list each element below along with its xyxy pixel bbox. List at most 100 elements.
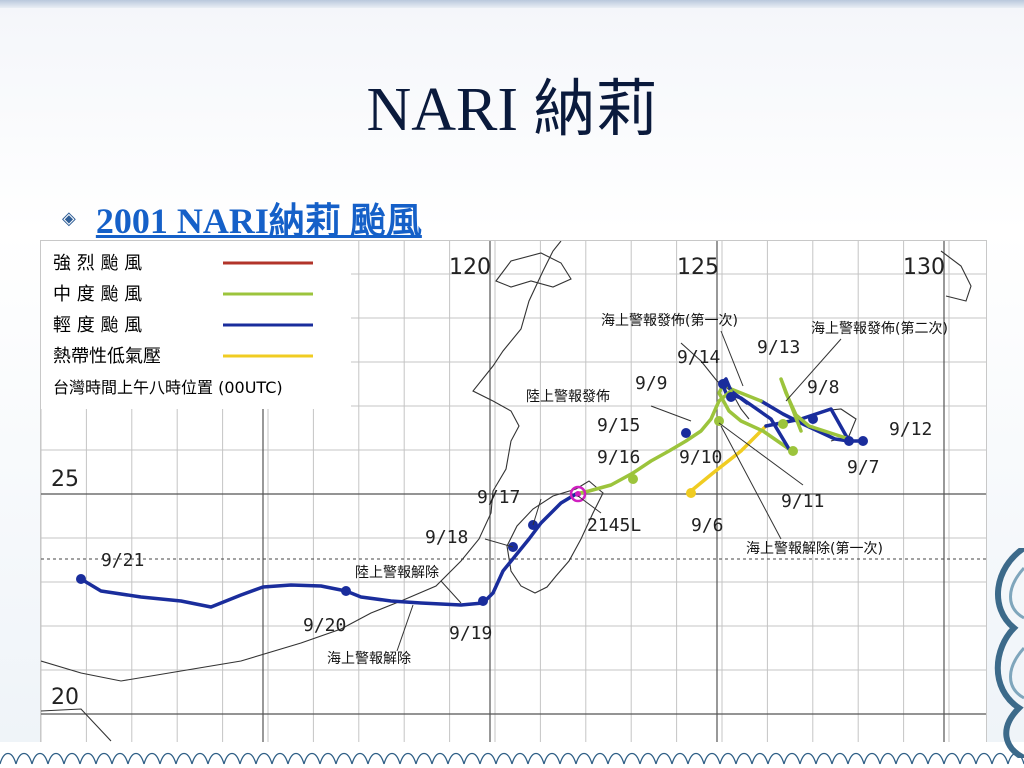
wave-crest: [47, 752, 65, 765]
wave-crest: [239, 752, 257, 765]
date-label-9-7: 9/7: [847, 457, 880, 478]
dot-9-12: [858, 436, 868, 446]
wave-crest: [687, 752, 705, 765]
wave-crest: [559, 752, 577, 765]
diamond-bullet-icon: ◈: [62, 207, 76, 229]
wave-crest: [735, 752, 753, 765]
coast-island-1: [495, 252, 572, 288]
dot-9-8: [808, 414, 818, 424]
dot-9-10: [714, 416, 724, 426]
wave-crest: [863, 752, 881, 765]
wave-crest: [159, 752, 177, 765]
wave-crest: [415, 752, 433, 765]
wave-crest: [63, 752, 81, 765]
landfall-time-label: 2145L: [587, 515, 641, 536]
date-label-9-20: 9/20: [303, 615, 346, 636]
wave-crest: [623, 752, 641, 765]
track-map-svg: 強 烈 颱 風 中 度 颱 風 輕 度 颱 風 熱帶性低氣壓 台灣時間上午八時位…: [41, 241, 986, 749]
wave-crest: [591, 752, 609, 765]
wave-crest: [911, 752, 929, 765]
wave-crest: [431, 752, 449, 765]
wave-crest: [831, 752, 849, 765]
lat-label-25: 25: [51, 467, 79, 492]
wave-crest: [79, 752, 97, 765]
wave-crest: [207, 752, 225, 765]
date-label-9-8: 9/8: [807, 377, 840, 398]
coast-japan: [940, 250, 972, 302]
wave-footer-decoration: [0, 742, 1024, 768]
wave-crest: [399, 752, 417, 765]
date-label-9-16: 9/16: [597, 447, 640, 468]
wave-crest: [847, 752, 865, 765]
wave-crest: [799, 752, 817, 765]
date-label-9-21: 9/21: [101, 550, 144, 571]
track-mild-west: [79, 577, 485, 609]
wave-crest: [815, 752, 833, 765]
wave-crest: [143, 752, 161, 765]
landfall-center: [575, 491, 581, 497]
dot-9-16: [628, 474, 638, 484]
wave-crest: [463, 752, 481, 765]
track-depression: [689, 424, 768, 493]
legend-note: 台灣時間上午八時位置 (00UTC): [53, 378, 283, 397]
wave-crest: [383, 752, 401, 765]
annotation-land-warning: 陸上警報發佈: [526, 388, 610, 405]
wave-crest: [543, 752, 561, 765]
date-label-9-19: 9/19: [449, 623, 492, 644]
date-label-9-17: 9/17: [477, 487, 520, 508]
wave-crest: [943, 752, 961, 765]
wave-crest: [511, 752, 529, 765]
wave-crest: [495, 752, 513, 765]
wave-crest: [127, 752, 145, 765]
wave-crest: [303, 752, 321, 765]
lon-label-120: 120: [449, 255, 491, 280]
wave-crest: [15, 752, 33, 765]
track-mild-loop: [759, 399, 851, 443]
wave-crest: [175, 752, 193, 765]
wave-crest: [447, 752, 465, 765]
wave-crest: [31, 752, 49, 765]
wave-crest: [335, 752, 353, 765]
wave-crest: [959, 752, 977, 765]
annotation-sea-warning-lift-1: 海上警報解除(第一次): [746, 540, 883, 557]
lat-label-20: 20: [51, 685, 79, 710]
wave-crest: [671, 752, 689, 765]
wave-crest: [895, 752, 913, 765]
wave-crest: [639, 752, 657, 765]
wave-crest: [287, 752, 305, 765]
dot-9-6: [686, 488, 696, 498]
typhoon-track-map: 強 烈 颱 風 中 度 颱 風 輕 度 颱 風 熱帶性低氣壓 台灣時間上午八時位…: [40, 240, 987, 750]
annotation-leaders: [396, 330, 842, 652]
wave-crest: [975, 752, 993, 765]
dot-9-9: [726, 392, 736, 402]
bullet-row: ◈ 2001 NARI納莉 颱風: [62, 192, 422, 244]
slide-title: NARI 納莉: [366, 76, 658, 144]
wave-crest: [367, 752, 385, 765]
wave-crest: [991, 752, 1009, 765]
wave-crest: [0, 752, 17, 765]
date-label-9-6: 9/6: [691, 515, 724, 536]
wave-crest: [927, 752, 945, 765]
wave-crest: [767, 752, 785, 765]
dot-9-20: [341, 586, 351, 596]
annotation-land-warning-lift: 陸上警報解除: [355, 565, 439, 581]
coast-hainan: [41, 708, 112, 742]
dot-9-13: [778, 419, 788, 429]
annotation-sea-warning-lift: 海上警報解除: [327, 651, 411, 667]
wave-crest: [255, 752, 273, 765]
wave-crest: [95, 752, 113, 765]
wave-crest: [575, 752, 593, 765]
typhoon-link[interactable]: 2001 NARI納莉 颱風: [95, 201, 422, 241]
date-label-9-15: 9/15: [597, 415, 640, 436]
track-mild-taiwan: [481, 492, 578, 605]
wave-crest: [111, 752, 129, 765]
wave-crest: [351, 752, 369, 765]
wave-crest: [271, 752, 289, 765]
dot-9-19: [478, 596, 488, 606]
wave-crest: [751, 752, 769, 765]
track-moderate-approach: [574, 389, 733, 496]
dot-9-15: [681, 428, 691, 438]
wave-crest: [783, 752, 801, 765]
legend-label-mild: 輕 度 颱 風: [53, 315, 142, 336]
dot-9-21: [76, 574, 86, 584]
